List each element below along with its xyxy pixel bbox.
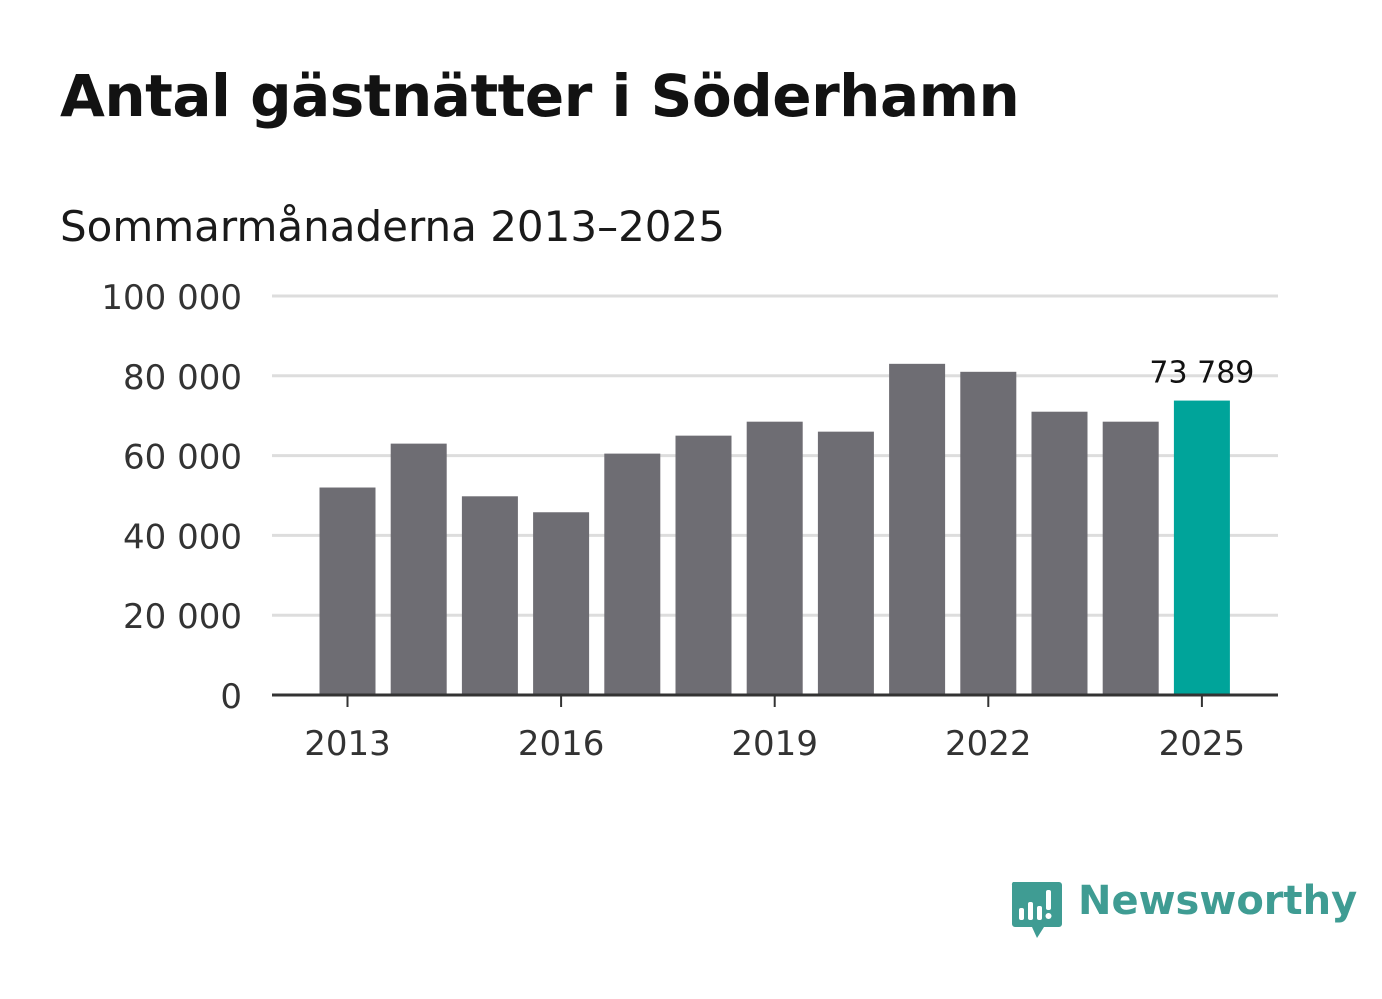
y-tick-label: 80 000: [123, 358, 242, 398]
x-tick-label: 2019: [731, 724, 818, 764]
bar: [960, 371, 1017, 695]
x-tick-label: 2016: [518, 724, 605, 764]
bar: [675, 435, 732, 695]
bar: [1031, 411, 1088, 695]
x-tick-label: 2025: [1159, 724, 1246, 764]
newsworthy-logo: Newsworthy: [1010, 878, 1357, 942]
data-labels: 73 789: [1149, 356, 1254, 391]
y-tick-label: 100 000: [101, 278, 242, 318]
y-tick-label: 20 000: [123, 597, 242, 637]
bar: [533, 512, 590, 695]
bar: [319, 487, 376, 695]
y-tick-label: 60 000: [123, 438, 242, 478]
bar: [461, 496, 518, 695]
bar: [817, 431, 874, 695]
bar-chart-speech-bubble-icon: [1011, 882, 1062, 938]
x-axis: 2013 2016 2019 2022 2025: [272, 693, 1278, 764]
bar: [604, 453, 661, 695]
chart-subtitle: Sommarmånaderna 2013–2025: [60, 202, 725, 251]
bar: [746, 421, 803, 695]
highlight-value-label: 73 789: [1149, 356, 1254, 391]
bars: [319, 363, 1230, 695]
x-tick-label: 2013: [304, 724, 391, 764]
chart-title: Antal gästnätter i Söderhamn: [60, 62, 1020, 130]
bar: [390, 443, 447, 695]
bar-highlight: [1173, 400, 1230, 695]
y-tick-label: 40 000: [123, 517, 242, 557]
bar: [1102, 421, 1159, 695]
y-tick-label: 0: [220, 677, 242, 717]
bar: [889, 363, 946, 695]
brand-name: Newsworthy: [1078, 878, 1358, 924]
x-tick-label: 2022: [945, 724, 1032, 764]
y-axis-ticks: 0 20 000 40 000 60 000 80 000 100 000: [101, 278, 242, 717]
